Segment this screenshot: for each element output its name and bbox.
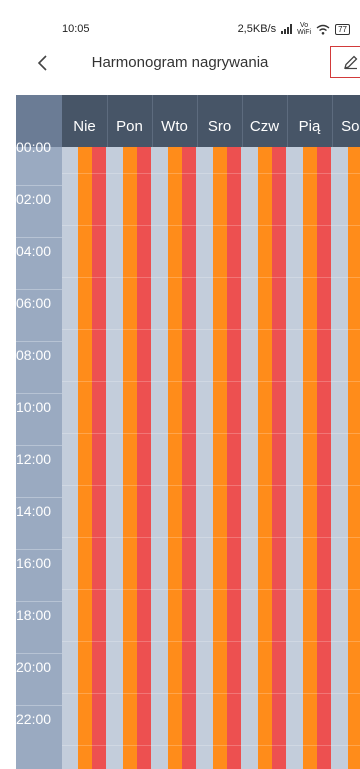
time-divider <box>16 237 62 238</box>
edit-button[interactable] <box>330 46 360 78</box>
day-separator <box>152 95 153 147</box>
hour-gridline <box>62 433 360 434</box>
time-divider <box>16 393 62 394</box>
hour-gridline <box>62 589 360 590</box>
pencil-icon <box>344 55 358 70</box>
day-separator <box>107 95 108 147</box>
continuous-recording-bar <box>258 147 272 769</box>
time-label: 14:00 <box>16 503 52 519</box>
day-column-3[interactable] <box>197 147 242 769</box>
day-column-0[interactable] <box>62 147 107 769</box>
event-recording-bar <box>227 147 241 769</box>
chevron-left-icon <box>37 55 47 71</box>
day-header-4: Czw <box>249 117 280 135</box>
event-recording-bar <box>317 147 331 769</box>
day-header-6: Sob <box>341 117 360 135</box>
schedule-grid: Nie Pon Wto Sro Czw Pią Sob 00:00 02:00 04:00 06:… <box>16 95 360 769</box>
wifi-icon <box>316 24 330 35</box>
time-divider <box>16 601 62 602</box>
day-column-2[interactable] <box>152 147 197 769</box>
event-recording-bar <box>92 147 106 769</box>
day-column-4[interactable] <box>242 147 287 769</box>
volte-icon: Vo WiFi <box>297 22 312 36</box>
hour-gridline <box>62 381 360 382</box>
hour-gridline <box>62 745 360 746</box>
day-header-1: Pon <box>116 117 143 135</box>
event-recording-bar <box>272 147 286 769</box>
time-label: 08:00 <box>16 347 52 363</box>
event-recording-bar <box>137 147 151 769</box>
time-label: 10:00 <box>16 399 52 415</box>
time-label: 02:00 <box>16 191 52 207</box>
hour-gridline <box>62 537 360 538</box>
status-indicators: 2,5KB/s Vo WiFi 77 <box>238 22 350 36</box>
days-header: Nie Pon Wto Sro Czw Pią Sob <box>62 95 360 147</box>
corner-cell <box>16 95 62 147</box>
signal-icon <box>281 24 293 34</box>
day-separator <box>287 95 288 147</box>
day-separator <box>332 95 333 147</box>
day-header-5: Pią <box>298 117 321 135</box>
time-label: 00:00 <box>16 139 52 155</box>
continuous-recording-bar <box>78 147 92 769</box>
continuous-recording-bar <box>213 147 227 769</box>
hour-gridline <box>62 225 360 226</box>
schedule-days[interactable] <box>62 147 360 769</box>
hour-gridline <box>62 485 360 486</box>
day-column-1[interactable] <box>107 147 152 769</box>
status-bar: 10:05 2,5KB/s Vo WiFi 77 <box>0 0 360 44</box>
time-label: 06:00 <box>16 295 52 311</box>
hour-gridline <box>62 277 360 278</box>
day-header-0: Nie <box>73 117 96 135</box>
back-button[interactable] <box>30 51 54 75</box>
hour-gridline <box>62 173 360 174</box>
time-label: 16:00 <box>16 555 52 571</box>
time-label: 22:00 <box>16 711 52 727</box>
time-divider <box>16 289 62 290</box>
time-label: 12:00 <box>16 451 52 467</box>
time-label: 04:00 <box>16 243 52 259</box>
day-column-6[interactable] <box>332 147 360 769</box>
time-label: 18:00 <box>16 607 52 623</box>
day-column-5[interactable] <box>287 147 332 769</box>
network-speed: 2,5KB/s <box>237 23 277 35</box>
time-column: 00:00 02:00 04:00 06:00 08:00 10:00 12:00 14:00… <box>16 139 62 769</box>
continuous-recording-bar <box>123 147 137 769</box>
hour-gridline <box>62 329 360 330</box>
battery-icon: 77 <box>335 23 350 35</box>
continuous-recording-bar <box>303 147 317 769</box>
time-divider <box>16 445 62 446</box>
day-header-3: Sro <box>207 117 232 135</box>
time-label: 20:00 <box>16 659 52 675</box>
day-separator <box>242 95 243 147</box>
status-time: 10:05 <box>62 23 90 35</box>
event-recording-bar <box>182 147 196 769</box>
time-divider <box>16 549 62 550</box>
time-divider <box>16 705 62 706</box>
time-divider <box>16 185 62 186</box>
header: Harmonogram nagrywania <box>0 44 360 88</box>
time-divider <box>16 653 62 654</box>
page-title: Harmonogram nagrywania <box>91 54 269 71</box>
time-divider <box>16 497 62 498</box>
hour-gridline <box>62 641 360 642</box>
continuous-recording-bar <box>168 147 182 769</box>
continuous-recording-bar <box>348 147 360 769</box>
hour-gridline <box>62 693 360 694</box>
day-header-2: Wto <box>161 117 188 135</box>
time-divider <box>16 341 62 342</box>
day-separator <box>197 95 198 147</box>
